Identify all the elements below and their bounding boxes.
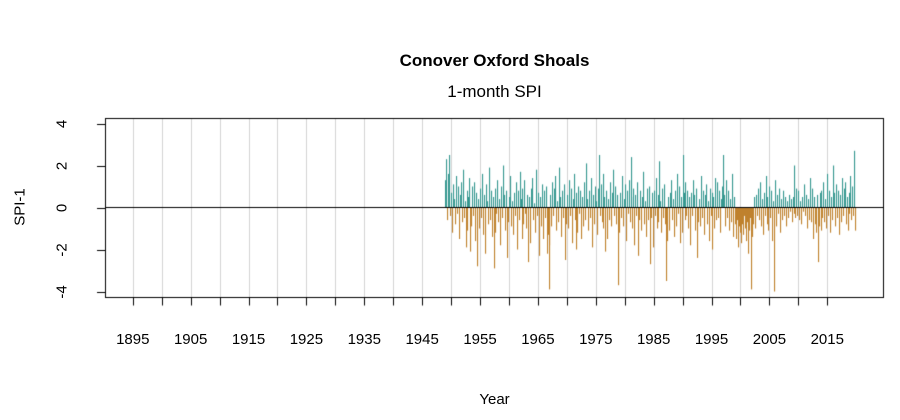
x-tick-label: 1985 [636,331,671,348]
x-tick-label: 1955 [463,331,497,348]
x-tick-label: 1935 [347,331,381,348]
y-tick-label: -4 [53,284,71,299]
x-tick-label: 1965 [521,331,555,348]
x-tick-label: 1925 [289,331,324,348]
x-tick-label: 2015 [810,331,844,348]
x-axis-label: Year [479,391,510,408]
chart-title: Conover Oxford Shoals [399,51,590,70]
y-tick-label: -2 [53,242,71,257]
y-tick-label: 2 [53,161,71,170]
x-tick-label: 2005 [752,331,787,348]
x-tick-label: 1975 [579,331,613,348]
x-tick-label: 1905 [173,331,208,348]
x-tick-label: 1895 [116,331,150,348]
y-tick-label: 4 [53,119,71,128]
y-axis-label: SPI-1 [11,188,29,226]
x-tick-label: 1945 [405,331,439,348]
y-tick-label: 0 [53,203,71,212]
chart-subtitle: 1-month SPI [447,82,542,101]
x-tick-label: 1915 [231,331,266,348]
x-tick-label: 1995 [694,331,729,348]
